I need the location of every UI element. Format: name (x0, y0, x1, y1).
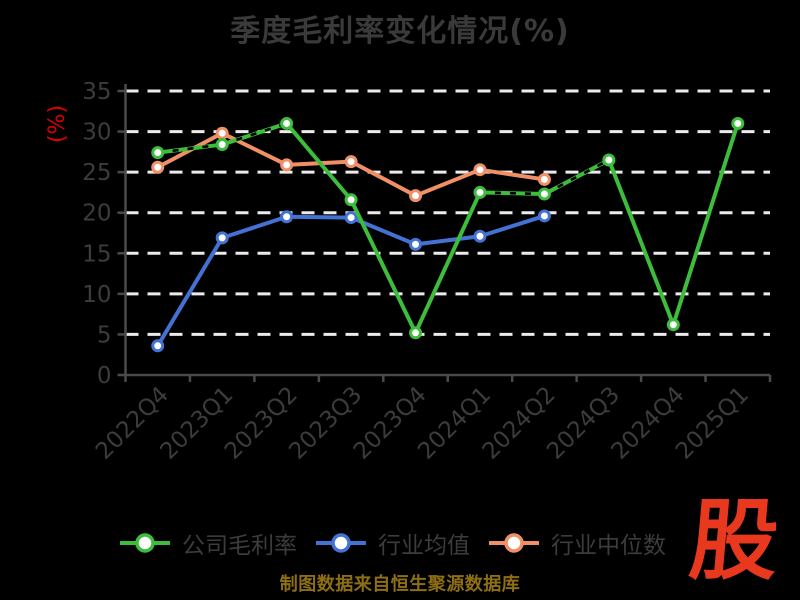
data-point-company-margin-2024Q3 (602, 153, 616, 167)
brand-logo-text: 股 (685, 489, 783, 592)
industry-mean-line-marker-icon (316, 533, 366, 553)
company-margin-line-marker-icon (120, 533, 170, 553)
series-line-company-margin (155, 121, 740, 335)
y-tick-label-20: 20 (82, 201, 111, 227)
data-point-industry-mean-2024Q2 (537, 209, 551, 223)
series-dash-overlay-company-margin (221, 122, 288, 146)
data-point-industry-mean-2023Q2 (280, 210, 294, 224)
series-dash-overlay-company-margin (543, 158, 610, 196)
data-point-company-margin-2023Q1 (215, 138, 229, 152)
y-tick-label-25: 25 (82, 160, 111, 186)
legend-label-company-margin: 公司毛利率 (182, 533, 297, 559)
y-tick-label-35: 35 (82, 79, 111, 105)
data-point-industry-mean-2023Q4 (409, 237, 423, 251)
legend-item-industry-median[interactable]: 行业中位数 (487, 526, 666, 560)
data-point-company-margin-2025Q1 (731, 116, 745, 130)
legend-item-company-margin[interactable]: 公司毛利率 (118, 526, 297, 560)
y-tick-label-10: 10 (82, 282, 111, 308)
data-source-caption: 制图数据来自恒生聚源数据库 (279, 574, 521, 595)
data-point-industry-median-2023Q1 (215, 126, 229, 140)
y-axis-unit-label: (%) (45, 105, 70, 143)
data-point-company-margin-2023Q3 (344, 193, 358, 207)
data-point-industry-mean-2023Q1 (215, 231, 229, 245)
data-point-industry-median-2024Q2 (537, 172, 551, 186)
data-point-company-margin-2024Q2 (537, 187, 551, 201)
data-point-company-margin-2024Q1 (473, 185, 487, 199)
y-tick-label-30: 30 (82, 120, 111, 146)
data-point-industry-mean-2024Q1 (473, 229, 487, 243)
data-point-company-margin-2023Q4 (409, 326, 423, 340)
data-point-industry-mean-2023Q3 (344, 211, 358, 225)
legend: 公司毛利率 行业均值 行业中位数 (118, 526, 666, 560)
y-tick-label-15: 15 (82, 241, 111, 267)
series-dash-overlay-company-margin (479, 191, 545, 196)
legend-label-industry-mean: 行业均值 (378, 533, 470, 559)
data-point-company-margin-2023Q2 (280, 116, 294, 130)
data-point-company-margin-2022Q4 (151, 146, 165, 160)
data-point-industry-mean-2022Q4 (151, 339, 165, 353)
data-point-industry-median-2023Q4 (409, 189, 423, 203)
data-point-industry-median-2023Q2 (280, 158, 294, 172)
data-point-industry-median-2023Q3 (344, 155, 358, 169)
chart-title: 季度毛利率变化情况(%) (230, 14, 570, 49)
data-point-industry-median-2024Q1 (473, 163, 487, 177)
data-point-industry-median-2022Q4 (151, 160, 165, 174)
legend-item-industry-mean[interactable]: 行业均值 (314, 526, 470, 560)
y-tick-label-0: 0 (97, 363, 112, 389)
industry-median-line-marker-icon (489, 533, 539, 553)
legend-label-industry-median: 行业中位数 (551, 533, 666, 559)
data-point-company-margin-2024Q4 (666, 318, 680, 332)
series-dash-overlay-company-margin (157, 143, 223, 154)
y-tick-label-5: 5 (97, 322, 112, 348)
